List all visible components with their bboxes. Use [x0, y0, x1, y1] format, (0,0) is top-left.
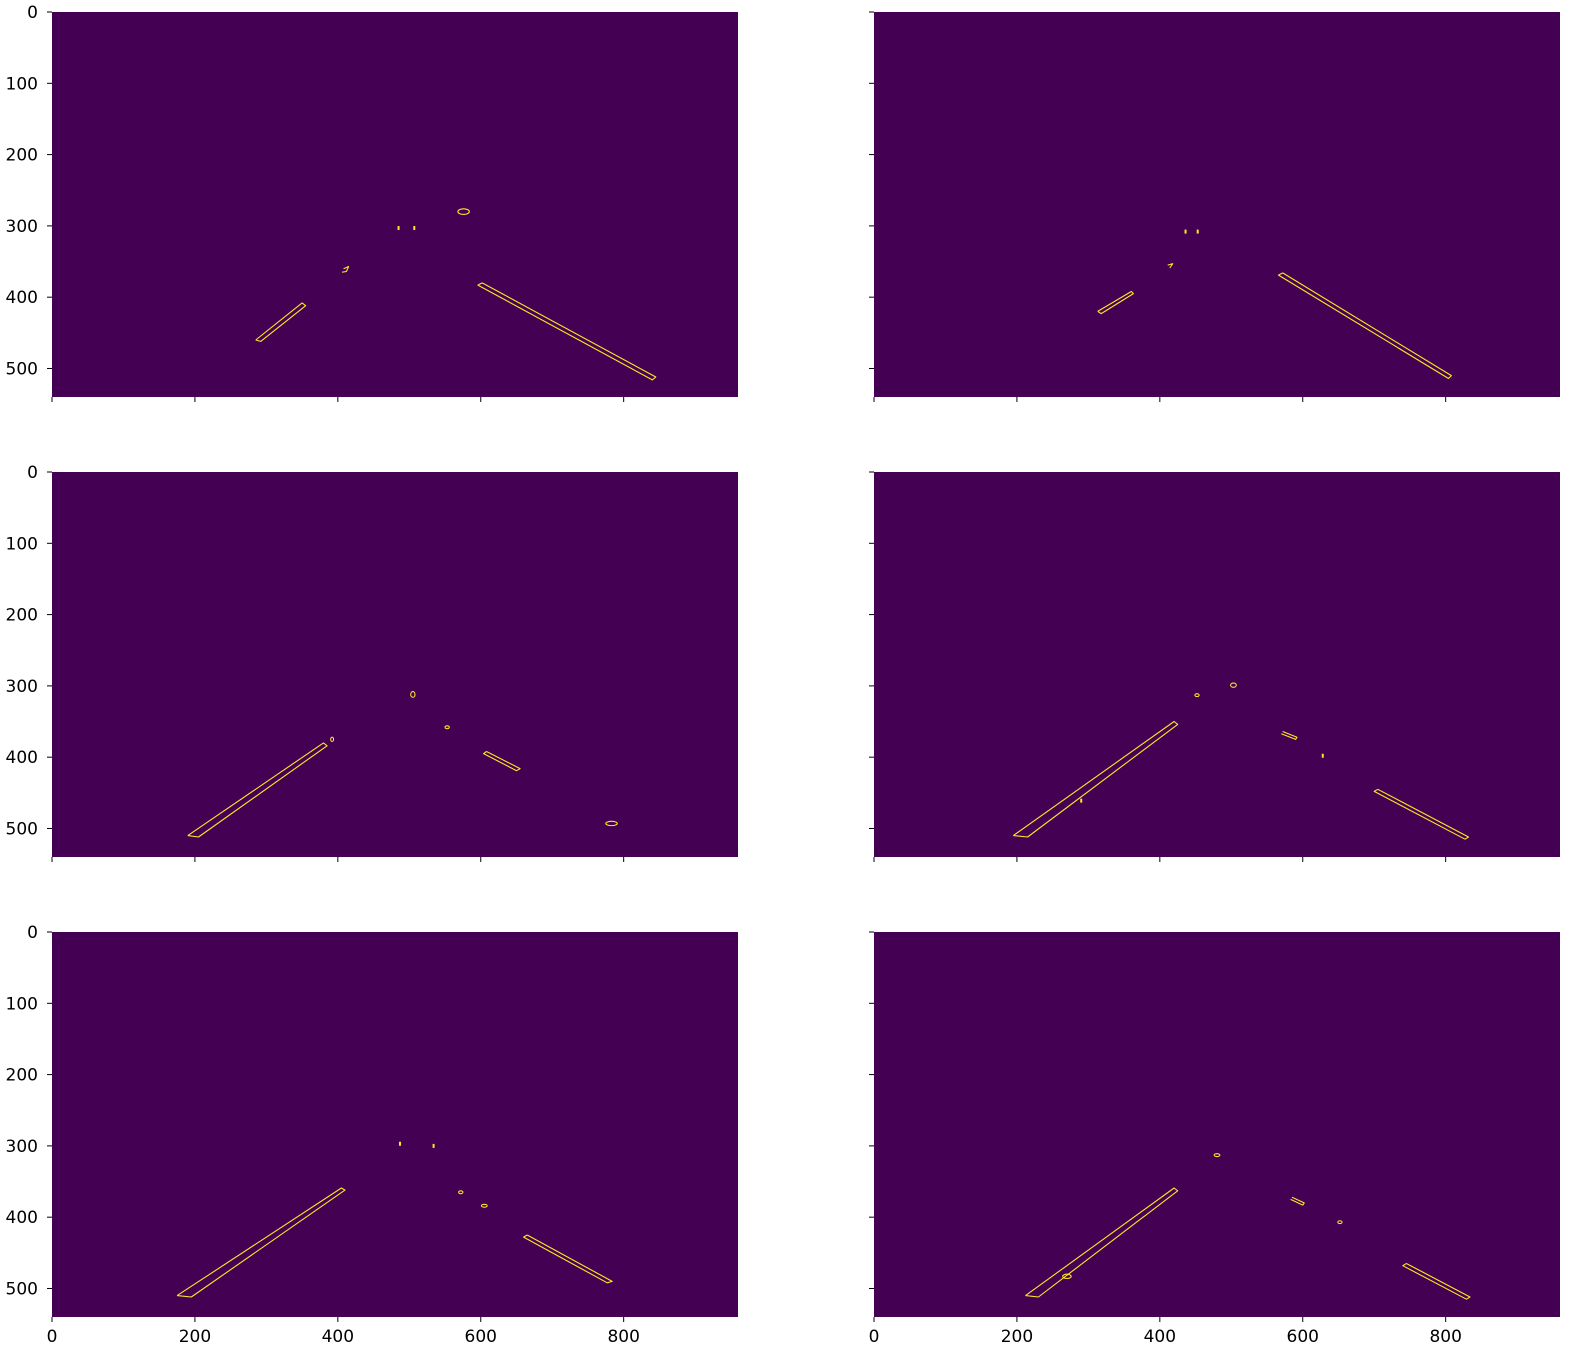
y-tick-label: 500	[6, 359, 38, 379]
edge-contour	[1373, 788, 1470, 840]
y-tick-label: 500	[6, 819, 38, 839]
edge-contour	[523, 1234, 613, 1284]
panel-background	[52, 472, 738, 857]
y-tick-label: 300	[6, 217, 38, 237]
y-tick-label: 400	[6, 1208, 38, 1228]
y-tick-label: 100	[6, 994, 38, 1014]
edge-blob	[1213, 1153, 1221, 1158]
panel-2	[869, 11, 1560, 402]
edge-contour	[1290, 1196, 1305, 1206]
edge-blob	[444, 725, 450, 730]
edge-contour	[477, 282, 657, 381]
y-tick-label: 0	[27, 463, 38, 483]
edge-contour	[1277, 272, 1452, 380]
edge-blob	[1337, 1220, 1343, 1225]
edge-dot	[1184, 229, 1187, 234]
x-tick-label: 200	[1001, 1327, 1033, 1347]
x-tick-label: 800	[607, 1327, 639, 1347]
panel-1: 0 100 200 300 400 500	[6, 3, 738, 402]
edge-dot	[432, 1143, 435, 1148]
y-tick-label: 300	[6, 1137, 38, 1157]
y-tick-label: 400	[6, 288, 38, 308]
edge-dot	[397, 226, 400, 231]
y-tick-label: 200	[6, 146, 38, 166]
edge-blob	[1062, 1273, 1072, 1280]
edge-blob	[1194, 693, 1200, 698]
edge-blob	[457, 208, 470, 216]
edge-contour	[483, 751, 521, 772]
edge-blob	[480, 1203, 488, 1208]
panel-background	[874, 12, 1560, 397]
y-tick-label: 500	[6, 1279, 38, 1299]
y-tick-label: 0	[27, 923, 38, 943]
edge-dot	[413, 226, 416, 231]
panel-3: 0 100 200 300 400 500	[6, 463, 738, 862]
panel-4	[869, 471, 1560, 862]
edge-contour	[1012, 720, 1179, 838]
y-tick-label: 100	[6, 74, 38, 94]
edge-blob	[330, 736, 335, 743]
edge-dot	[1321, 753, 1324, 758]
edge-dot	[1196, 229, 1199, 234]
y-tick-label: 200	[6, 606, 38, 626]
edge-blob	[458, 1190, 464, 1195]
y-tick-label: 100	[6, 534, 38, 554]
x-tick-label: 0	[869, 1327, 880, 1347]
edge-contour	[187, 742, 328, 838]
edge-contour	[1402, 1263, 1471, 1300]
edge-contour	[176, 1187, 346, 1298]
edge-blob	[410, 691, 416, 698]
x-tick-label: 0	[47, 1327, 58, 1347]
edge-contour	[1281, 730, 1298, 740]
edge-contour	[255, 302, 307, 342]
panel-background	[874, 932, 1560, 1317]
y-tick-label: 400	[6, 748, 38, 768]
x-tick-label: 600	[1287, 1327, 1319, 1347]
x-tick-label: 400	[322, 1327, 354, 1347]
edge-blob	[1230, 682, 1237, 688]
edge-dot	[1080, 798, 1083, 803]
panel-6: 0 200 400 600 800	[869, 931, 1560, 1347]
x-tick-label: 400	[1144, 1327, 1176, 1347]
panel-background	[52, 932, 738, 1317]
x-tick-label: 200	[179, 1327, 211, 1347]
y-tick-label: 0	[27, 3, 38, 23]
edge-contour	[1097, 290, 1134, 315]
edge-contour	[1025, 1187, 1179, 1298]
x-tick-label: 600	[465, 1327, 497, 1347]
y-tick-label: 300	[6, 677, 38, 697]
edge-blob	[605, 820, 618, 827]
x-tick-label: 800	[1429, 1327, 1461, 1347]
edge-contour	[342, 265, 350, 273]
y-tick-label: 200	[6, 1066, 38, 1086]
panel-background	[874, 472, 1560, 857]
panel-background	[52, 12, 738, 397]
edge-dot	[399, 1141, 402, 1146]
panel-5: 0 200 400 600 800 0 100 200 300 400 500	[6, 923, 738, 1347]
edge-contour	[1167, 263, 1174, 269]
